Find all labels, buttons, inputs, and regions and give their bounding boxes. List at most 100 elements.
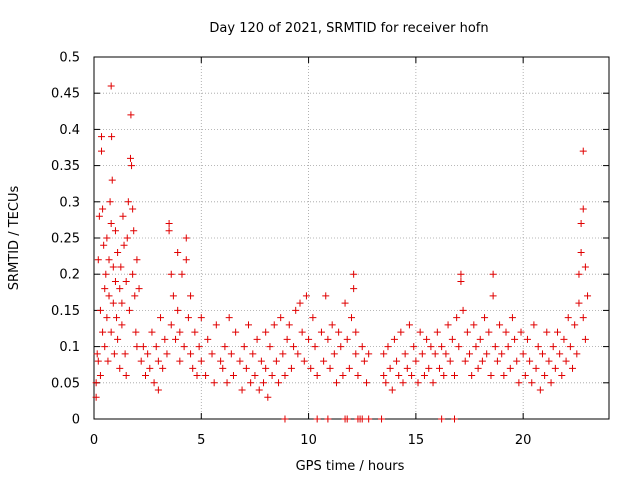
data-point — [517, 328, 525, 336]
data-point — [478, 357, 486, 365]
data-point — [154, 357, 162, 365]
data-point — [513, 357, 521, 365]
data-point — [103, 314, 111, 322]
data-point — [204, 335, 212, 343]
data-point — [95, 212, 103, 220]
data-point — [534, 343, 542, 351]
zero-data-point — [324, 415, 332, 423]
data-point — [538, 350, 546, 358]
data-point — [298, 328, 306, 336]
data-point — [575, 299, 583, 307]
data-point — [496, 321, 504, 329]
data-point — [184, 314, 192, 322]
data-point — [247, 379, 255, 387]
data-point — [554, 328, 561, 336]
zero-data-point — [343, 415, 351, 423]
data-point — [111, 277, 119, 285]
data-point — [101, 343, 109, 351]
data-point — [300, 357, 308, 365]
data-point — [96, 372, 104, 380]
data-point — [266, 343, 274, 351]
data-point — [352, 328, 360, 336]
data-point — [161, 335, 169, 343]
data-point — [423, 335, 431, 343]
data-point — [543, 328, 551, 336]
data-point — [242, 364, 250, 372]
data-point — [401, 350, 409, 358]
data-point — [481, 314, 489, 322]
data-point — [579, 147, 587, 155]
data-point — [126, 154, 134, 162]
data-point — [526, 357, 534, 365]
zero-data-point — [365, 415, 373, 423]
data-point — [174, 306, 182, 314]
data-point — [521, 372, 529, 380]
data-point — [146, 364, 154, 372]
data-point — [94, 256, 102, 264]
data-point — [108, 133, 116, 141]
data-point — [472, 343, 480, 351]
data-point — [425, 364, 433, 372]
data-point — [132, 328, 140, 336]
data-point — [444, 321, 452, 329]
plot-frame — [93, 56, 610, 420]
data-point — [255, 386, 263, 394]
data-point — [128, 162, 136, 170]
data-point — [285, 321, 293, 329]
data-point — [163, 350, 171, 358]
data-point — [569, 364, 577, 372]
data-points — [92, 82, 592, 423]
data-point — [317, 328, 325, 336]
data-point — [386, 364, 394, 372]
data-point — [251, 372, 259, 380]
data-point — [414, 379, 422, 387]
axis-ticks: 0 0.05 0.1 0.15 0.2 0.25 0.3 0.35 0.4 0.45 0.5 0 5 10… — [51, 51, 609, 448]
data-point — [313, 372, 321, 380]
data-point — [470, 321, 478, 329]
data-point — [292, 306, 300, 314]
data-point — [322, 292, 330, 300]
data-point — [403, 364, 411, 372]
data-point — [339, 372, 347, 380]
data-point — [116, 285, 124, 293]
data-point — [474, 364, 482, 372]
data-point — [360, 357, 368, 365]
data-point — [328, 321, 336, 329]
data-point — [187, 292, 195, 300]
data-point — [114, 335, 122, 343]
data-point — [279, 350, 287, 358]
data-point — [287, 364, 295, 372]
data-point — [579, 205, 587, 213]
data-point — [556, 350, 564, 358]
y-tick-label: 0.3 — [59, 195, 80, 210]
data-point — [129, 205, 137, 213]
data-point — [530, 321, 538, 329]
data-point — [108, 176, 116, 184]
data-point — [405, 321, 413, 329]
data-point — [257, 357, 265, 365]
data-point — [332, 379, 340, 387]
data-point — [397, 328, 405, 336]
data-point — [154, 386, 162, 394]
data-point — [491, 343, 499, 351]
data-point — [157, 314, 165, 322]
data-point — [102, 270, 110, 278]
y-tick-label: 0.25 — [51, 232, 80, 247]
y-tick-label: 0.35 — [51, 159, 80, 174]
data-point — [92, 393, 100, 401]
data-point — [575, 270, 583, 278]
data-point — [324, 335, 332, 343]
data-point — [264, 393, 272, 401]
data-point — [107, 220, 115, 228]
data-point — [547, 379, 555, 387]
data-point — [348, 314, 355, 322]
zero-data-point — [451, 415, 458, 423]
data-point — [390, 335, 398, 343]
data-point — [105, 292, 113, 300]
data-point — [182, 256, 190, 264]
data-point — [476, 335, 484, 343]
data-point — [380, 372, 388, 380]
data-point — [167, 321, 175, 329]
data-point — [109, 299, 117, 307]
data-point — [139, 343, 147, 351]
